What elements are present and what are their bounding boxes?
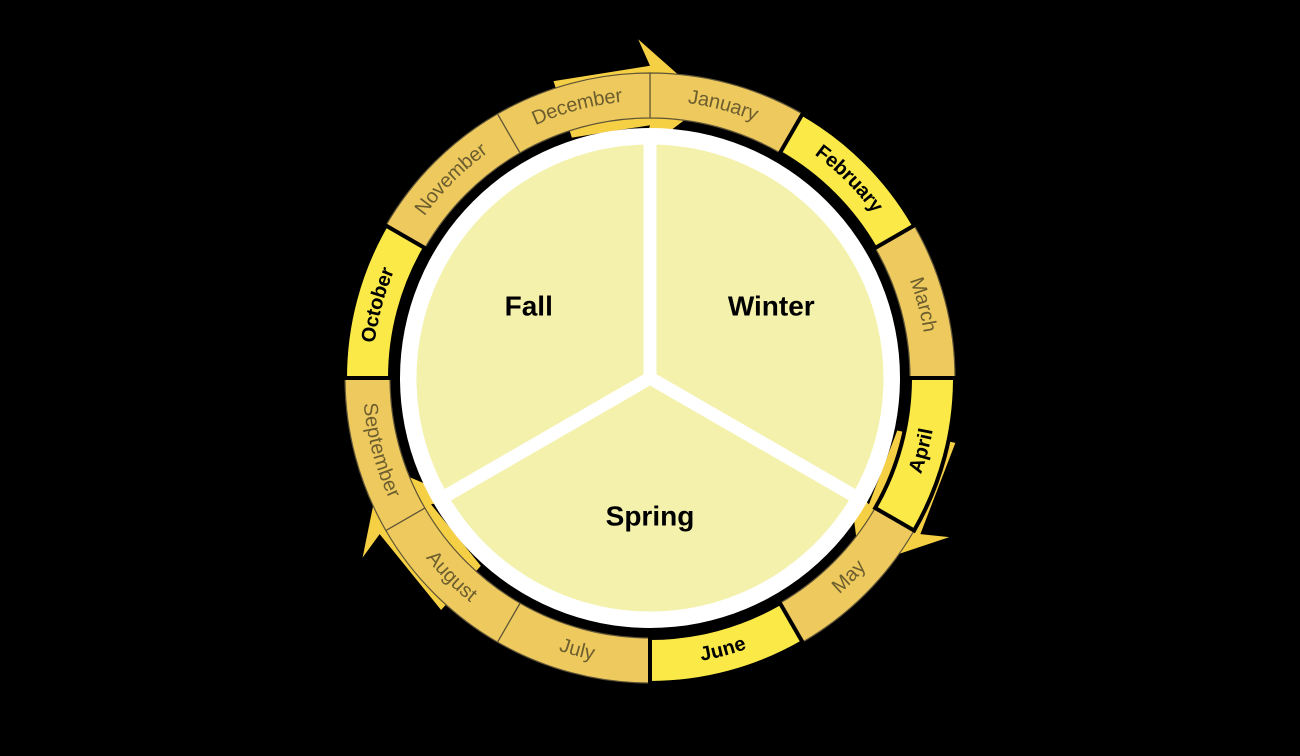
- season-disc: Winter Spring Fall: [410, 138, 890, 618]
- season-label: Winter: [728, 290, 815, 321]
- season-label: Fall: [505, 290, 553, 321]
- seasons-circular-diagram: WinterSpringFallJanuaryFebruaryMarchApri…: [0, 0, 1300, 756]
- season-label: Spring: [606, 500, 695, 531]
